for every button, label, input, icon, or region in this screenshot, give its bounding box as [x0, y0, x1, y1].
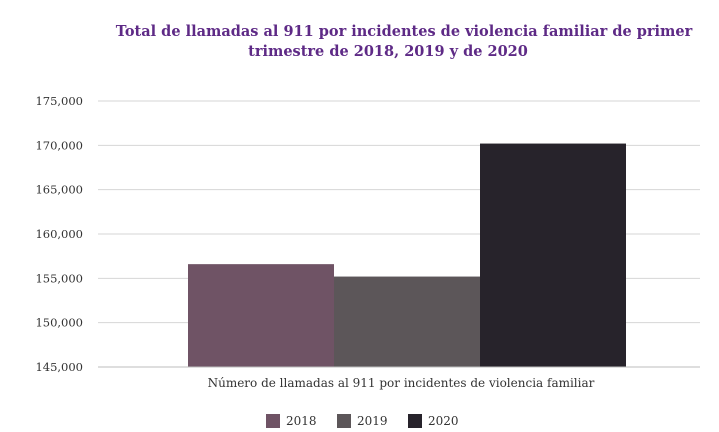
y-axis-tick-labels: 145,000 150,000 155,000 160,000 165,000 170,0…	[35, 94, 83, 374]
bar-2019	[334, 276, 480, 367]
legend-swatch-2019	[337, 414, 351, 428]
bar-2020	[480, 143, 626, 367]
y-tick-label: 160,000	[35, 227, 83, 241]
legend-label-2019: 2019	[357, 414, 388, 428]
bar-2018	[188, 264, 334, 367]
legend-swatch-2018	[266, 414, 280, 428]
y-tick-label: 175,000	[35, 94, 83, 108]
x-category-label: Número de llamadas al 911 por incidentes…	[208, 376, 595, 390]
legend-swatch-2020	[408, 414, 422, 428]
legend: 2018 2019 2020	[266, 414, 459, 428]
y-tick-label: 150,000	[35, 316, 83, 330]
y-tick-label: 155,000	[35, 271, 83, 285]
y-tick-label: 165,000	[35, 183, 83, 197]
legend-label-2018: 2018	[286, 414, 317, 428]
legend-label-2020: 2020	[428, 414, 459, 428]
chart-title-line-1: Total de llamadas al 911 por incidentes …	[116, 23, 693, 40]
bars	[188, 143, 626, 367]
y-tick-label: 170,000	[35, 138, 83, 152]
y-tick-label: 145,000	[35, 360, 83, 374]
chart-title: Total de llamadas al 911 por incidentes …	[116, 23, 693, 60]
chart-title-line-2: trimestre de 2018, 2019 y de 2020	[248, 43, 528, 60]
